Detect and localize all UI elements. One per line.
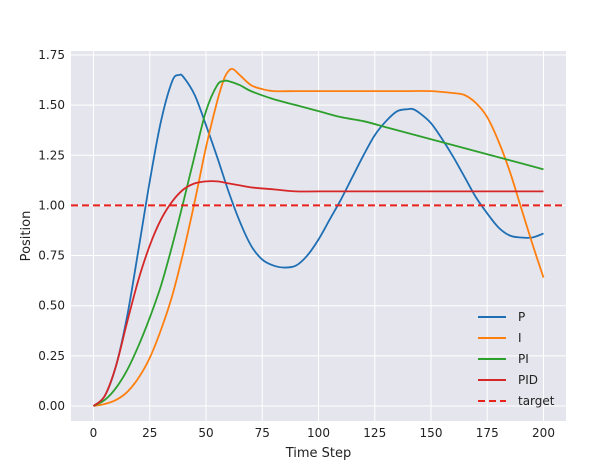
y-tick-label: 1.25 [38,148,65,162]
y-tick-label: 0.00 [38,399,65,413]
x-tick-label: 125 [363,426,386,440]
y-tick-label: 0.25 [38,349,65,363]
x-tick-label: 0 [90,426,98,440]
legend-label-target: target [518,394,555,408]
series-lines [71,67,566,407]
y-axis-label: Position [19,211,34,262]
legend-label-pid: PID [518,373,538,387]
x-tick-label: 175 [476,426,499,440]
series-line-p [92,73,544,407]
y-tick-label: 0.50 [38,299,65,313]
x-tick-label: 75 [255,426,270,440]
series-line-i [93,67,545,407]
series-line-pid [92,180,544,407]
series-line-pi [93,79,544,407]
y-tick-label: 1.75 [38,48,65,62]
legend-label-i: I [518,331,522,345]
legend-label-pi: PI [518,352,529,366]
y-tick-label: 1.00 [38,198,65,212]
x-tick-label: 200 [532,426,555,440]
legend: PI PI PID target [478,310,555,408]
y-tick-label: 1.50 [38,98,65,112]
x-tick-label: 50 [198,426,213,440]
x-tick-label: 100 [307,426,330,440]
x-axis-label: Time Step [285,446,352,461]
tick-labels: 0 25 50 75 100 125 150 175 200 0.00 0.25 0.50 0.75 1.… [38,48,555,440]
x-tick-label: 150 [420,426,443,440]
legend-label-p: P [518,310,525,324]
x-tick-label: 25 [142,426,157,440]
y-tick-label: 0.75 [38,249,65,263]
